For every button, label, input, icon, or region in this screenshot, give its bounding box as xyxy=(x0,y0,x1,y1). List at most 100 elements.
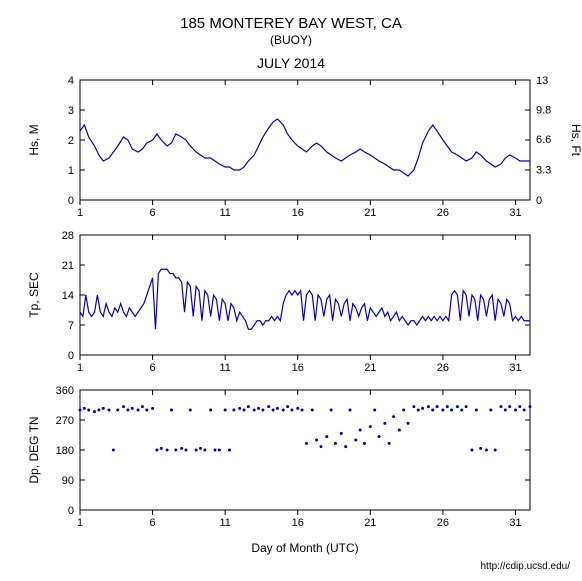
ytick-label: 21 xyxy=(62,260,74,272)
xtick-label: 26 xyxy=(437,517,449,529)
data-point xyxy=(180,447,183,450)
data-point xyxy=(155,449,158,452)
xtick-label: 1 xyxy=(77,207,83,219)
data-point xyxy=(286,405,289,408)
data-point xyxy=(267,405,270,408)
ytick-label: 0 xyxy=(68,350,74,362)
data-point xyxy=(383,422,386,425)
data-line xyxy=(80,119,530,176)
data-point xyxy=(141,405,144,408)
data-point xyxy=(504,409,507,412)
xtick-label: 6 xyxy=(150,362,156,374)
data-point xyxy=(305,442,308,445)
data-point xyxy=(224,409,227,412)
data-point xyxy=(97,409,100,412)
data-point xyxy=(450,409,453,412)
data-point xyxy=(315,439,318,442)
data-point xyxy=(253,409,256,412)
xtick-label: 31 xyxy=(509,362,521,374)
data-point xyxy=(301,409,304,412)
xtick-label: 21 xyxy=(364,362,376,374)
title-main: 185 MONTEREY BAY WEST, CA xyxy=(180,15,402,32)
data-point xyxy=(296,407,299,410)
data-point xyxy=(247,405,250,408)
data-point xyxy=(354,439,357,442)
ytick-right-label: 9.8 xyxy=(536,105,551,117)
data-point xyxy=(392,415,395,418)
xtick-label: 21 xyxy=(364,517,376,529)
ytick-label: 2 xyxy=(68,135,74,147)
data-point xyxy=(441,409,444,412)
data-point xyxy=(499,405,502,408)
data-point xyxy=(334,442,337,445)
data-point xyxy=(166,449,169,452)
xtick-label: 11 xyxy=(219,517,230,529)
data-point xyxy=(189,409,192,412)
data-point xyxy=(232,409,235,412)
data-point xyxy=(325,435,328,438)
data-point xyxy=(398,429,401,432)
data-point xyxy=(184,449,187,452)
ytick-label: 4 xyxy=(68,75,74,87)
data-point xyxy=(238,407,241,410)
data-point xyxy=(126,409,129,412)
ytick-label: 1 xyxy=(68,165,74,177)
data-point xyxy=(290,409,293,412)
data-point xyxy=(160,447,163,450)
title-month: JULY 2014 xyxy=(257,55,325,71)
data-point xyxy=(243,409,246,412)
data-point xyxy=(228,449,231,452)
xtick-label: 11 xyxy=(219,362,230,374)
data-point xyxy=(470,449,473,452)
data-point xyxy=(261,409,264,412)
data-point xyxy=(344,445,347,448)
data-point xyxy=(363,442,366,445)
panel-border xyxy=(80,80,530,200)
xtick-label: 26 xyxy=(437,207,449,219)
data-point xyxy=(79,409,82,412)
data-point xyxy=(402,409,405,412)
yleft-label: Dp, DEG TN xyxy=(27,416,41,483)
data-point xyxy=(369,425,372,428)
xtick-label: 16 xyxy=(292,207,304,219)
data-point xyxy=(83,407,86,410)
data-line xyxy=(80,269,530,329)
data-point xyxy=(218,449,221,452)
ytick-right-label: 6.6 xyxy=(536,134,551,146)
ytick-right-label: 13 xyxy=(536,75,548,87)
data-point xyxy=(137,409,140,412)
data-point xyxy=(456,405,459,408)
data-point xyxy=(518,405,521,408)
ytick-label: 14 xyxy=(62,290,74,302)
data-point xyxy=(330,409,333,412)
data-point xyxy=(479,447,482,450)
data-point xyxy=(203,449,206,452)
data-point xyxy=(116,409,119,412)
data-point xyxy=(431,409,434,412)
data-point xyxy=(465,405,468,408)
ytick-label: 0 xyxy=(68,195,74,207)
ytick-label: 7 xyxy=(68,320,74,332)
data-point xyxy=(276,407,279,410)
ytick-right-label: 0 xyxy=(536,195,542,207)
data-point xyxy=(209,409,212,412)
data-point xyxy=(151,407,154,410)
data-point xyxy=(340,432,343,435)
data-point xyxy=(87,409,90,412)
yleft-label: Hs, M xyxy=(27,124,41,155)
xaxis-label: Day of Month (UTC) xyxy=(251,541,358,555)
title-sub: (BUOY) xyxy=(270,33,312,47)
panel-border xyxy=(80,390,530,510)
xtick-label: 6 xyxy=(150,517,156,529)
data-point xyxy=(122,405,125,408)
data-point xyxy=(199,447,202,450)
xtick-label: 21 xyxy=(364,207,376,219)
yleft-label: Tp, SEC xyxy=(27,272,41,318)
xtick-label: 26 xyxy=(437,362,449,374)
data-point xyxy=(485,449,488,452)
xtick-label: 1 xyxy=(77,362,83,374)
xtick-label: 31 xyxy=(509,517,521,529)
data-point xyxy=(427,405,430,408)
data-point xyxy=(373,409,376,412)
data-point xyxy=(407,422,410,425)
